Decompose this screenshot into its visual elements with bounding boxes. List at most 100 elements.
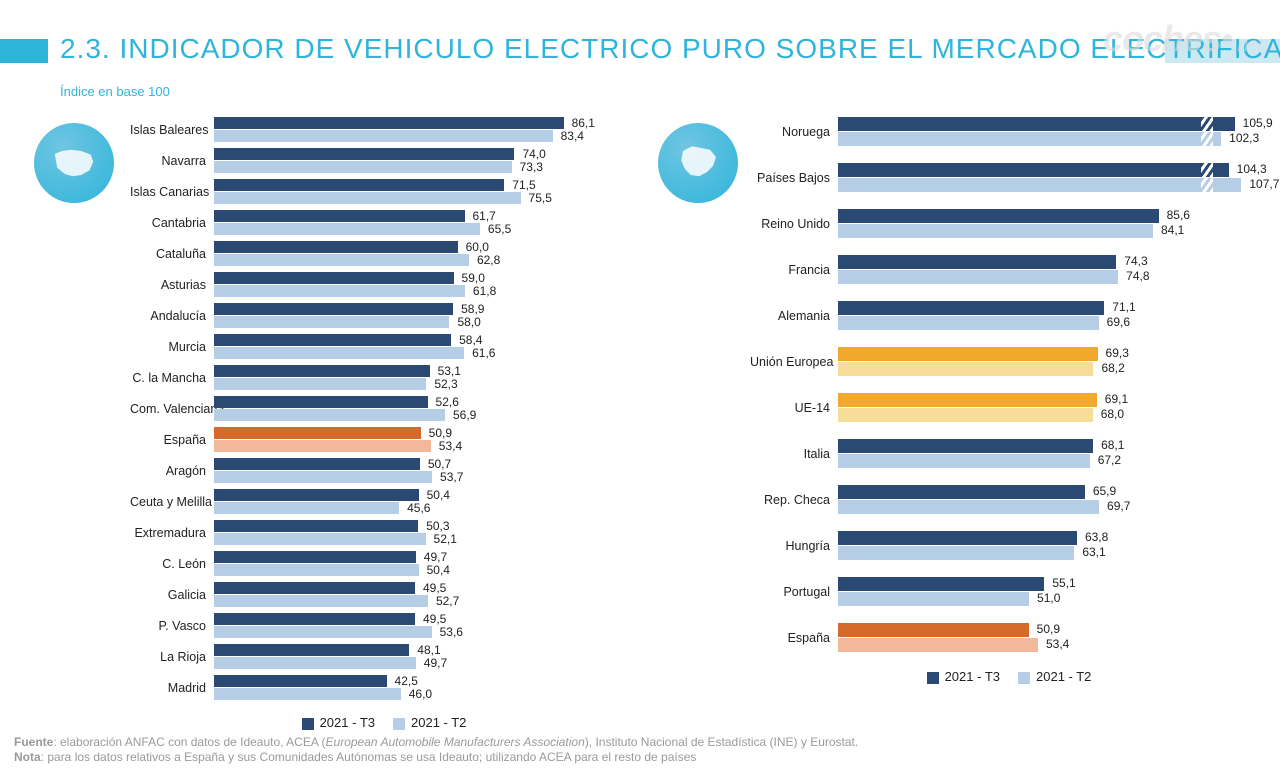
legend-swatch-t2 <box>1018 672 1030 684</box>
row-label: Cataluña <box>130 247 214 261</box>
bar-fill <box>838 132 1221 146</box>
legend-label-t3: 2021 - T3 <box>320 715 375 730</box>
bar-t3: 85,6 <box>838 209 1250 223</box>
bar-value: 49,5 <box>423 581 446 595</box>
bar-t2: 49,7 <box>214 657 620 669</box>
legend-label-t3: 2021 - T3 <box>945 669 1000 684</box>
row-label: Islas Canarias <box>130 185 214 199</box>
row-bars: 53,152,3 <box>214 365 620 391</box>
bar-t3: 50,3 <box>214 520 620 532</box>
bar-fill <box>214 316 449 328</box>
chart-row: Hungría63,863,1 <box>750 531 1250 561</box>
bar-t3: 50,4 <box>214 489 620 501</box>
bar-fill <box>214 303 453 315</box>
bar-fill <box>214 440 431 452</box>
row-bars: 63,863,1 <box>838 531 1250 561</box>
bar-overflow-hatch <box>1201 178 1213 192</box>
bar-t3: 55,1 <box>838 577 1250 591</box>
bar-fill <box>838 316 1099 330</box>
bar-fill <box>214 179 504 191</box>
bar-t2: 53,7 <box>214 471 620 483</box>
bar-t3: 49,5 <box>214 582 620 594</box>
row-bars: 71,575,5 <box>214 179 620 205</box>
bar-value: 73,3 <box>520 160 543 174</box>
row-bars: 71,169,6 <box>838 301 1250 331</box>
bar-value: 74,8 <box>1126 269 1149 283</box>
bar-fill <box>838 255 1116 269</box>
bar-t3: 63,8 <box>838 531 1250 545</box>
row-bars: 60,062,8 <box>214 241 620 267</box>
bar-value: 65,5 <box>488 222 511 236</box>
bar-t2: 52,3 <box>214 378 620 390</box>
bar-value: 56,9 <box>453 408 476 422</box>
fuente-text-post: ), Instituto Nacional de Estadística (IN… <box>585 735 858 749</box>
bar-t2: 102,3 <box>838 132 1250 146</box>
footer-notes: Fuente: elaboración ANFAC con datos de I… <box>14 735 1266 766</box>
row-label: Países Bajos <box>750 171 838 185</box>
bar-t3: 58,9 <box>214 303 620 315</box>
bar-value: 58,0 <box>457 315 480 329</box>
bar-fill <box>214 626 432 638</box>
bar-value: 49,7 <box>424 550 447 564</box>
bar-fill <box>838 577 1044 591</box>
bar-value: 68,2 <box>1101 361 1124 375</box>
chart-row: Reino Unido85,684,1 <box>750 209 1250 239</box>
bar-fill <box>838 531 1077 545</box>
bar-value: 53,6 <box>440 625 463 639</box>
bar-value: 48,1 <box>417 643 440 657</box>
row-bars: 49,552,7 <box>214 582 620 608</box>
bar-overflow-hatch <box>1201 117 1213 131</box>
row-label: Alemania <box>750 309 838 323</box>
bar-fill <box>214 117 564 129</box>
row-label: P. Vasco <box>130 619 214 633</box>
bar-t2: 52,1 <box>214 533 620 545</box>
chart-area: Islas Baleares86,183,4Navarra74,073,3Isl… <box>0 105 1280 704</box>
bar-value: 60,0 <box>466 240 489 254</box>
bar-fill <box>838 224 1153 238</box>
bar-value: 61,7 <box>473 209 496 223</box>
row-bars: 104,3107,7 <box>838 163 1250 193</box>
bar-value: 50,7 <box>428 457 451 471</box>
fuente-text-em: European Automobile Manufacturers Associ… <box>326 735 585 749</box>
bar-fill <box>214 458 420 470</box>
bar-fill <box>214 409 445 421</box>
bar-fill <box>838 485 1085 499</box>
fuente-label: Fuente <box>14 735 53 749</box>
nota-text: : para los datos relativos a España y su… <box>41 750 697 764</box>
row-label: Francia <box>750 263 838 277</box>
chart-row: C. León 49,750,4 <box>130 551 620 577</box>
bar-fill <box>214 148 514 160</box>
bar-fill <box>214 365 430 377</box>
bar-value: 86,1 <box>572 116 595 130</box>
bar-t2: 84,1 <box>838 224 1250 238</box>
bar-t3: 68,1 <box>838 439 1250 453</box>
row-label: Com. Valenciana <box>130 402 214 416</box>
bar-fill <box>214 502 399 514</box>
bar-fill <box>214 378 426 390</box>
chart-row: Asturias59,061,8 <box>130 272 620 298</box>
bar-t2: 62,8 <box>214 254 620 266</box>
bar-fill <box>838 301 1104 315</box>
chart-row: Navarra74,073,3 <box>130 148 620 174</box>
row-label: Aragón <box>130 464 214 478</box>
row-bars: 58,461,6 <box>214 334 620 360</box>
row-label: España <box>750 631 838 645</box>
row-bars: 55,151,0 <box>838 577 1250 607</box>
bar-t3: 48,1 <box>214 644 620 656</box>
watermark-logo: coches•.net <box>1103 18 1262 60</box>
row-label: C. León <box>130 557 214 571</box>
chart-row: P. Vasco49,553,6 <box>130 613 620 639</box>
row-label: Ceuta y Melilla <box>130 495 214 509</box>
bar-value: 68,0 <box>1101 407 1124 421</box>
bar-fill <box>838 163 1229 177</box>
row-bars: 59,061,8 <box>214 272 620 298</box>
bar-value: 50,9 <box>1037 622 1060 636</box>
bar-value: 61,8 <box>473 284 496 298</box>
bar-value: 50,4 <box>427 563 450 577</box>
legend-label-t2: 2021 - T2 <box>411 715 466 730</box>
spain-icon <box>34 123 114 203</box>
bar-fill <box>214 471 432 483</box>
bar-value: 71,1 <box>1112 300 1135 314</box>
bar-fill <box>838 117 1235 131</box>
bar-value: 50,4 <box>427 488 450 502</box>
